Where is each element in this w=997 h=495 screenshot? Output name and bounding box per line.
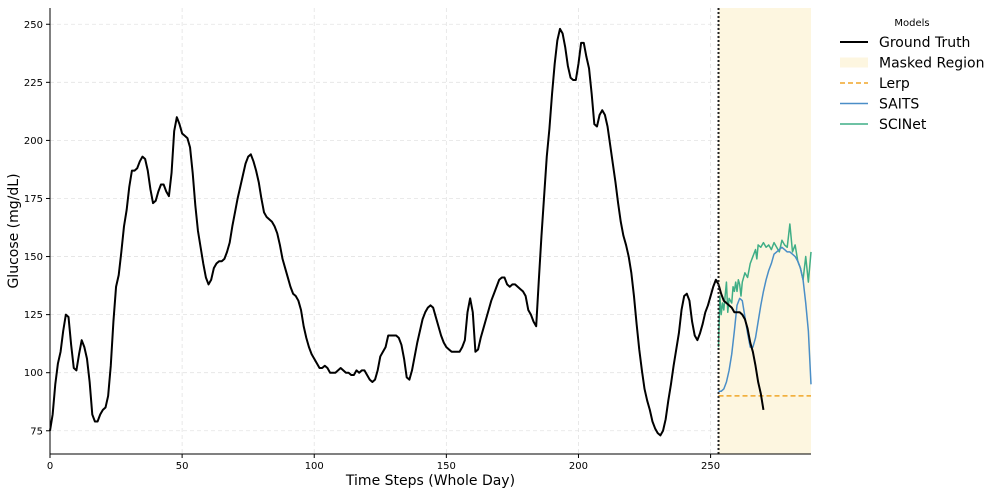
legend-label-scinet: SCINet	[879, 117, 927, 133]
series-line-ground-truth	[49, 27, 765, 437]
x-tick-label: 50	[176, 461, 189, 472]
y-tick-label: 200	[24, 136, 43, 147]
ticks: 0 50 100 150 200 250 75 100 125 150 175 200 225 250	[24, 20, 720, 472]
x-tick-label: 250	[701, 461, 720, 472]
y-tick-label: 75	[30, 426, 43, 437]
series-layer	[49, 27, 812, 437]
y-tick-label: 250	[24, 20, 43, 31]
series-line-saits	[718, 246, 812, 393]
y-tick-label: 175	[24, 194, 43, 205]
series-line-scinet	[717, 223, 812, 348]
legend-label-ground-truth: Ground Truth	[879, 35, 970, 51]
masked-region	[718, 8, 811, 454]
legend-title: Models	[894, 18, 929, 29]
legend-label-saits: SAITS	[879, 97, 919, 113]
legend: Models Ground Truth Masked Region Lerp SAIT…	[840, 18, 984, 133]
grid	[49, 8, 811, 454]
axes	[49, 8, 811, 455]
x-tick-label: 200	[569, 461, 588, 472]
y-axis-label: Glucose (mg/dL)	[6, 173, 22, 288]
x-tick-label: 0	[47, 461, 53, 472]
x-axis-label: Time Steps (Whole Day)	[345, 473, 515, 489]
y-tick-label: 100	[24, 368, 43, 379]
y-tick-label: 125	[24, 310, 43, 321]
y-tick-label: 150	[24, 252, 43, 263]
legend-swatch-masked-region	[840, 57, 868, 68]
legend-label-masked-region: Masked Region	[879, 56, 984, 72]
legend-label-lerp: Lerp	[879, 76, 910, 92]
x-tick-label: 100	[305, 461, 324, 472]
y-tick-label: 225	[24, 78, 43, 89]
x-tick-label: 150	[437, 461, 456, 472]
